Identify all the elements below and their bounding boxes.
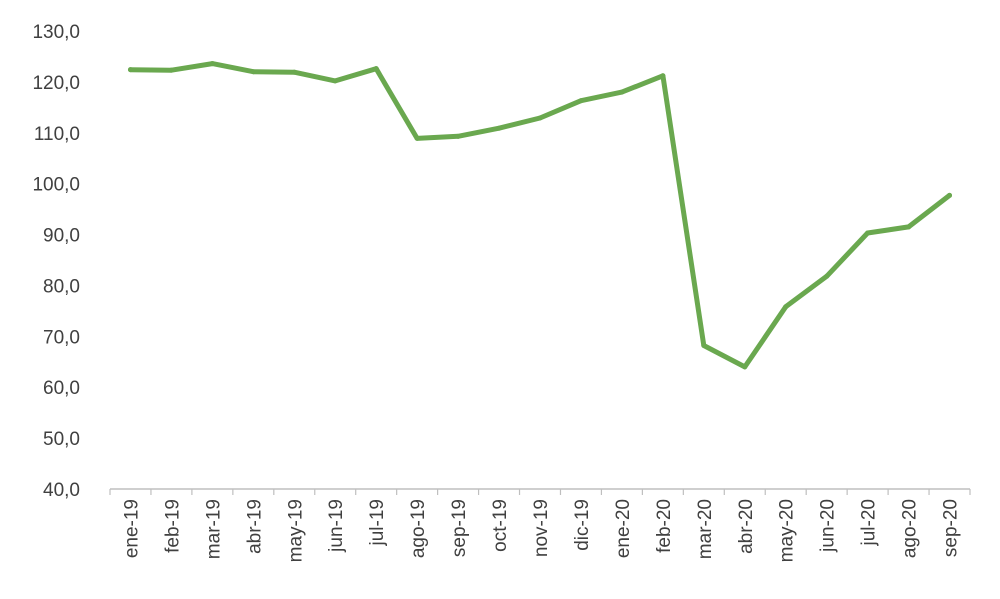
x-tick-label: jul-20 bbox=[859, 499, 880, 546]
x-tick-label: sep-19 bbox=[449, 499, 470, 557]
y-axis-ticks: 40,0 50,0 60,0 70,0 80,0 90,0 100,0 110,0 120,0 1… bbox=[32, 22, 80, 501]
series-line bbox=[128, 61, 952, 370]
y-tick-label: 130,0 bbox=[32, 22, 80, 43]
data-point bbox=[414, 135, 420, 141]
data-point bbox=[619, 89, 625, 95]
y-tick-label: 90,0 bbox=[43, 226, 80, 247]
data-point bbox=[250, 69, 256, 75]
data-point bbox=[660, 73, 666, 79]
data-point bbox=[906, 224, 912, 230]
x-tick-label: mar-19 bbox=[203, 499, 224, 559]
data-point bbox=[127, 67, 133, 73]
x-axis-ticks: ene-19 feb-19 mar-19 abr-19 may-19 jun-19 jul-… bbox=[121, 499, 961, 562]
x-tick-label: abr-19 bbox=[244, 499, 265, 554]
series-layer bbox=[127, 61, 953, 370]
data-point bbox=[537, 115, 543, 121]
x-tick-label: sep-20 bbox=[941, 499, 962, 557]
x-tick-label: ene-20 bbox=[613, 499, 634, 558]
x-tick-label: mar-20 bbox=[695, 499, 716, 559]
y-tick-label: 80,0 bbox=[43, 276, 80, 297]
data-point bbox=[701, 342, 707, 348]
data-point bbox=[455, 133, 461, 139]
x-tick-label: jul-19 bbox=[367, 499, 388, 546]
data-point bbox=[947, 192, 953, 198]
data-point bbox=[291, 69, 297, 75]
x-tick-label: nov-19 bbox=[531, 499, 552, 557]
data-point bbox=[824, 273, 830, 279]
x-axis-tick-marks bbox=[109, 489, 971, 495]
x-tick-label: jun-20 bbox=[818, 499, 839, 553]
x-tick-label: feb-19 bbox=[162, 499, 183, 553]
y-tick-label: 60,0 bbox=[43, 378, 80, 399]
data-point bbox=[578, 98, 584, 104]
x-tick-label: may-19 bbox=[285, 499, 306, 562]
x-tick-label: ago-20 bbox=[900, 499, 921, 558]
data-point bbox=[496, 125, 502, 131]
x-tick-label: ago-19 bbox=[408, 499, 429, 558]
data-point bbox=[742, 364, 748, 370]
y-tick-label: 50,0 bbox=[43, 429, 80, 450]
x-tick-label: jun-19 bbox=[326, 499, 347, 553]
data-point bbox=[373, 66, 379, 72]
data-point bbox=[865, 230, 871, 236]
data-point bbox=[209, 61, 215, 67]
x-tick-label: abr-20 bbox=[736, 499, 757, 554]
x-tick-label: ene-19 bbox=[121, 499, 142, 558]
data-point bbox=[783, 304, 789, 310]
x-tick-label: dic-19 bbox=[572, 499, 593, 551]
y-tick-label: 70,0 bbox=[43, 327, 80, 348]
y-tick-label: 110,0 bbox=[34, 124, 80, 145]
y-tick-label: 40,0 bbox=[43, 480, 80, 501]
x-tick-label: feb-20 bbox=[654, 499, 675, 553]
x-tick-label: may-20 bbox=[777, 499, 798, 562]
y-tick-label: 120,0 bbox=[32, 73, 80, 94]
data-point bbox=[168, 67, 174, 73]
x-tick-label: oct-19 bbox=[490, 499, 511, 552]
data-point bbox=[332, 78, 338, 84]
y-tick-label: 100,0 bbox=[32, 175, 80, 196]
